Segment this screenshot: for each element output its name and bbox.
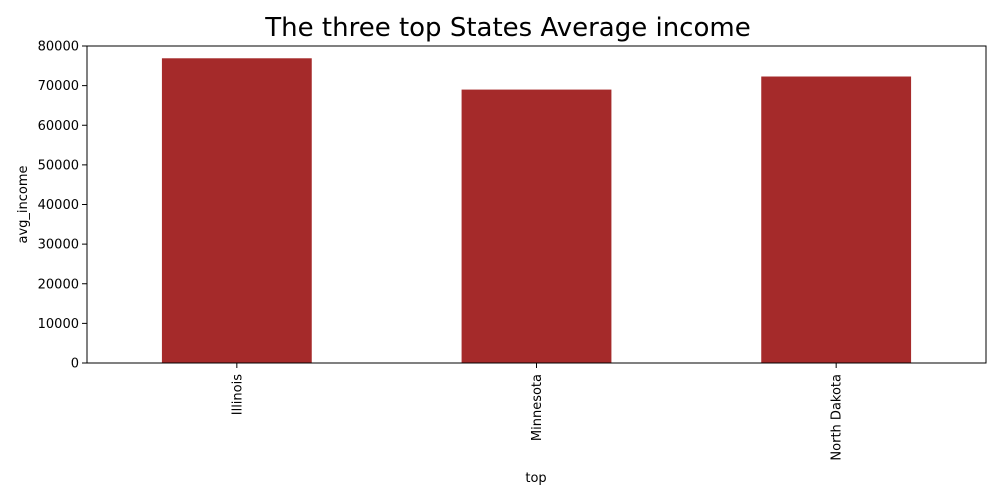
x-tick-label: Minnesota [530,374,545,441]
y-axis-ticks: 0 10000 20000 30000 40000 50000 60000 70000 8000… [38,40,87,372]
y-tick-label: 10000 [38,317,79,332]
x-axis-ticks: Illinois Minnesota North Dakota [230,363,845,461]
y-tick-label: 70000 [38,79,79,94]
y-tick-label: 20000 [38,277,79,292]
chart-title: The three top States Average income [264,13,750,43]
x-tick-label: Illinois [230,374,245,415]
y-tick-label: 80000 [38,40,79,55]
y-tick-label: 30000 [38,238,79,253]
bars-group [161,58,912,364]
x-axis-label: top [525,471,546,486]
plot-frame [86,45,987,364]
y-axis-label: avg_income [16,165,31,243]
x-tick-label: North Dakota [830,374,845,461]
y-tick-label: 50000 [38,158,79,173]
bar-north-dakota [761,76,912,363]
bar-minnesota [461,89,612,364]
y-tick-label: 0 [71,357,79,372]
y-tick-label: 40000 [38,198,79,213]
bar-illinois [161,58,312,363]
y-tick-label: 60000 [38,119,79,134]
